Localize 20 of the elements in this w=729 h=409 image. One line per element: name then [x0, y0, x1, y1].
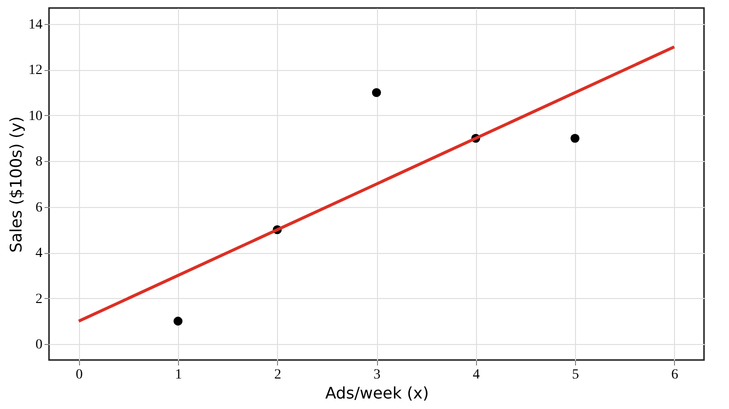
- x-tick-label: 6: [671, 368, 678, 382]
- y-tick-label: 6: [36, 200, 42, 216]
- point: [174, 316, 182, 326]
- x-tick-label: 5: [572, 368, 579, 382]
- y-tick-label: 12: [28, 63, 42, 78]
- point: [570, 134, 580, 143]
- y-tick-label: 4: [36, 246, 42, 262]
- y-axis-title: Sales ($100s) (y): [6, 116, 26, 253]
- x-tick-label: 1: [175, 368, 182, 382]
- y-tick-label: 0: [36, 338, 42, 352]
- y-tick-label: 10: [28, 108, 42, 124]
- x-tick-label: 0: [76, 368, 83, 382]
- y-tick-label: 8: [36, 154, 42, 170]
- x-tick-label: 3: [374, 368, 380, 382]
- point: [372, 88, 381, 98]
- x-axis-title: Ads/week (x): [325, 384, 429, 402]
- x-tick-label: 4: [472, 368, 480, 382]
- x-tick-label: 2: [274, 368, 282, 382]
- y-tick-label: 2: [36, 292, 42, 307]
- y-tick-label: 14: [28, 18, 42, 32]
